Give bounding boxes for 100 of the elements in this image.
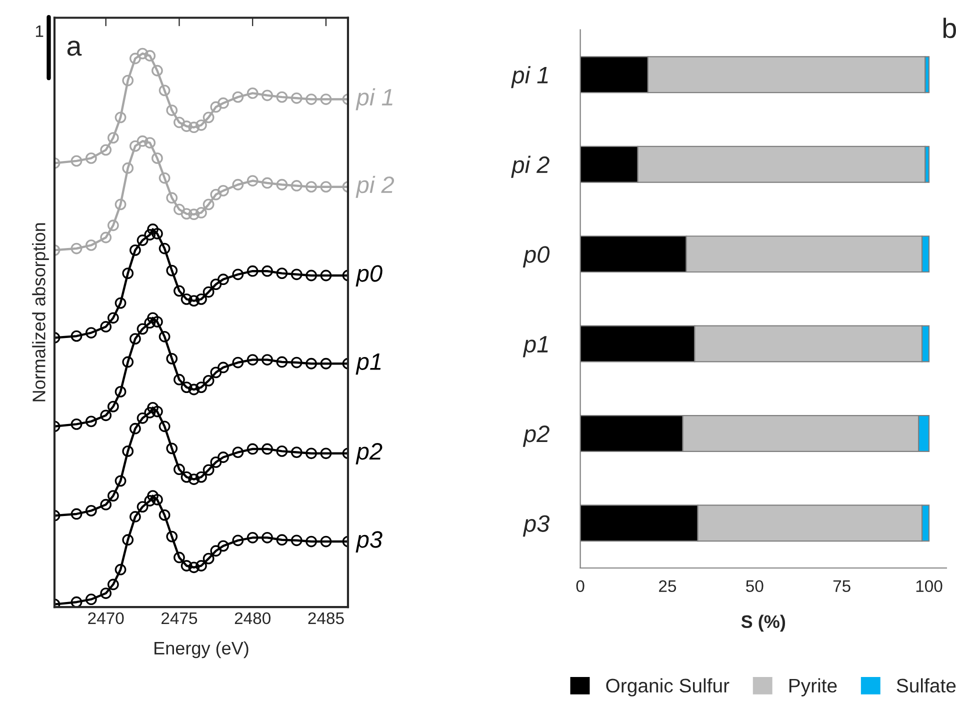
point — [320, 270, 332, 282]
point — [218, 274, 229, 286]
point — [136, 501, 148, 513]
point — [166, 352, 178, 364]
point — [246, 175, 258, 186]
point — [144, 495, 156, 506]
point — [122, 162, 134, 174]
point — [85, 152, 97, 164]
point — [174, 374, 185, 386]
series-label: p3 — [356, 531, 382, 553]
point — [107, 312, 119, 324]
point — [144, 229, 156, 240]
point — [232, 91, 244, 103]
point — [290, 180, 302, 192]
point — [232, 268, 244, 280]
point — [136, 234, 148, 246]
point — [202, 374, 214, 386]
point — [188, 384, 200, 396]
point — [320, 536, 332, 548]
point — [70, 596, 82, 608]
point — [210, 545, 222, 557]
point — [202, 552, 214, 564]
legend-label: Sulfate — [896, 678, 956, 693]
point — [180, 382, 192, 393]
point — [130, 244, 141, 256]
point — [210, 101, 222, 113]
point — [100, 232, 112, 244]
point — [100, 410, 112, 422]
point — [136, 323, 148, 335]
point — [114, 297, 126, 309]
point — [152, 494, 163, 506]
point — [130, 333, 141, 345]
point — [70, 330, 82, 342]
point — [210, 278, 222, 290]
point — [114, 198, 126, 210]
point — [202, 286, 214, 298]
point — [196, 382, 207, 393]
point — [276, 178, 288, 190]
point — [180, 560, 192, 572]
point — [188, 562, 200, 574]
point — [85, 504, 97, 516]
point — [158, 509, 170, 521]
point — [306, 94, 317, 105]
point — [196, 293, 207, 305]
point — [174, 204, 185, 216]
point — [306, 358, 317, 370]
point — [196, 119, 207, 131]
point — [202, 112, 214, 124]
point — [262, 90, 273, 102]
x-tick-label: 2470 — [88, 612, 124, 624]
point — [218, 184, 229, 196]
x-tick-label: 50 — [746, 580, 764, 592]
point — [122, 268, 134, 279]
point — [85, 240, 97, 251]
point — [70, 508, 82, 520]
point — [188, 295, 200, 307]
point — [246, 265, 258, 277]
series-label: p1 — [356, 353, 381, 375]
point — [100, 144, 112, 156]
point — [262, 265, 273, 277]
point — [232, 178, 244, 190]
point — [306, 448, 317, 460]
point — [130, 52, 141, 64]
point — [246, 88, 258, 99]
point — [100, 498, 112, 510]
point — [158, 330, 170, 342]
text: 1 — [36, 25, 44, 37]
point — [166, 264, 178, 276]
point — [276, 356, 288, 368]
x-tick-label: 2480 — [234, 612, 270, 624]
point — [290, 356, 302, 368]
point — [136, 412, 148, 424]
x-axis-title: Energy (eV) — [154, 641, 248, 658]
point — [85, 327, 97, 338]
point — [276, 91, 288, 103]
x-tick-label: 2475 — [162, 612, 198, 624]
point — [320, 358, 332, 370]
point — [246, 443, 258, 455]
point — [174, 285, 185, 297]
point — [232, 356, 244, 368]
point — [306, 181, 317, 193]
point — [180, 293, 192, 305]
point — [180, 208, 192, 220]
point — [122, 445, 134, 457]
point — [232, 446, 244, 458]
point — [144, 317, 156, 329]
point — [320, 94, 332, 105]
point — [107, 132, 119, 144]
point — [144, 137, 156, 148]
point — [114, 112, 126, 124]
point — [210, 366, 222, 378]
point — [152, 64, 163, 76]
point — [107, 490, 119, 502]
annotation: b — [943, 18, 956, 38]
x-tick-label: 25 — [659, 580, 676, 592]
point — [70, 418, 82, 430]
point — [122, 534, 134, 546]
point — [188, 122, 200, 134]
series-label: p2 — [356, 443, 382, 464]
point — [158, 172, 170, 184]
